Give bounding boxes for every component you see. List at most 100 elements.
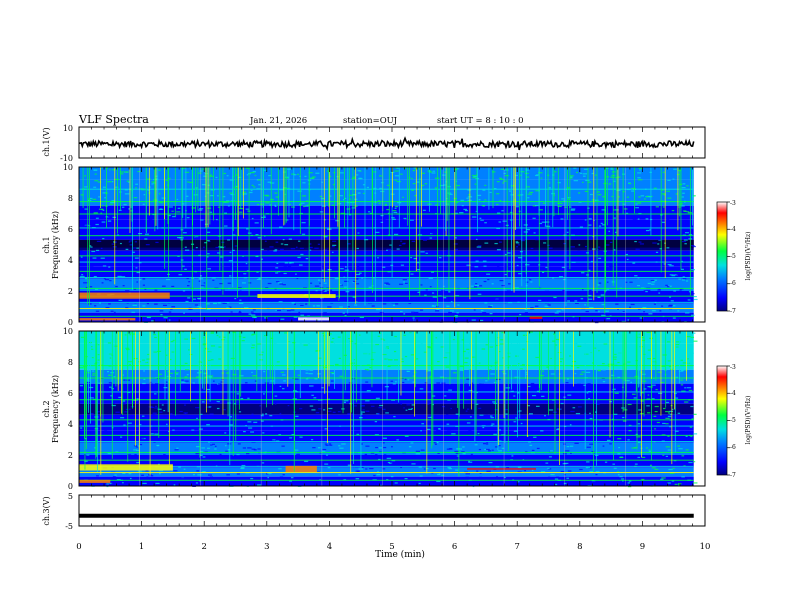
- spectrogram-speckle: [656, 421, 660, 424]
- spectrogram-speckle: [597, 296, 601, 298]
- spectrogram-speckle: [557, 182, 561, 184]
- spectrogram-speckle: [250, 477, 254, 480]
- spectrogram-burst: [96, 331, 98, 457]
- spectrogram-speckle: [596, 191, 600, 193]
- spectrogram-speckle: [183, 339, 187, 341]
- spectrogram-speckle: [577, 406, 582, 408]
- spectrogram-speckle: [92, 331, 96, 333]
- spectrogram-speckle: [414, 276, 417, 278]
- spectrogram-speckle: [169, 356, 174, 358]
- spectrogram-speckle: [298, 240, 301, 242]
- spectrogram-speckle: [129, 244, 133, 246]
- spectrogram-speckle: [299, 212, 304, 215]
- spectrogram-speckle: [375, 446, 378, 449]
- spectrogram-speckle: [546, 266, 551, 268]
- spectrogram-speckle: [647, 282, 652, 285]
- spectrogram-speckle: [328, 443, 332, 445]
- spectrogram-speckle: [415, 453, 421, 455]
- spectrogram-burst: [135, 331, 136, 446]
- spectrogram-burst: [274, 331, 276, 385]
- spectrogram-burst: [181, 167, 183, 271]
- spectrogram-speckle: [485, 344, 488, 346]
- spectrogram-speckle: [216, 477, 220, 479]
- spectrogram-speckle: [293, 316, 298, 318]
- spectrogram-speckle: [103, 339, 108, 341]
- spectrogram-speckle: [400, 393, 404, 395]
- spectrogram-speckle: [251, 184, 254, 186]
- spectrogram-speckle: [226, 474, 230, 476]
- spectrogram-speckle: [484, 237, 489, 239]
- spectrogram-speckle: [574, 372, 577, 375]
- spectrogram-speckle: [649, 386, 653, 388]
- spectrogram-speckle: [232, 402, 235, 404]
- spectrogram-speckle: [688, 234, 692, 236]
- spectrogram-speckle: [242, 336, 246, 339]
- spectrogram-speckle: [662, 171, 665, 173]
- spectrogram-speckle: [594, 235, 598, 238]
- spectrogram-speckle: [279, 226, 283, 228]
- spectrogram-speckle: [530, 382, 535, 385]
- spectrogram-speckle: [377, 200, 381, 202]
- spectrogram-speckle: [89, 265, 94, 267]
- spectrogram-speckle: [391, 462, 395, 464]
- spectrogram-speckle: [246, 423, 250, 425]
- spectrogram-speckle: [563, 481, 566, 483]
- spectrogram-speckle: [163, 360, 166, 362]
- spectrogram-speckle: [246, 276, 250, 278]
- spectrogram-speckle: [556, 476, 560, 478]
- spectrogram-speckle: [318, 417, 323, 419]
- spectrogram-speckle: [243, 314, 246, 316]
- spectrogram-speckle: [158, 169, 161, 171]
- spectrogram-speckle: [443, 285, 445, 287]
- x-tick-label: 7: [514, 542, 519, 552]
- spectrogram-speckle: [161, 332, 166, 334]
- spectrogram-speckle: [681, 390, 686, 392]
- spectrogram-speckle: [394, 359, 398, 361]
- spectrogram-speckle: [138, 262, 142, 264]
- spectrogram-speckle: [209, 375, 214, 377]
- spectrogram-speckle: [661, 477, 666, 479]
- spectrogram-speckle: [319, 282, 321, 284]
- spectrogram-speckle: [632, 294, 635, 297]
- spectrogram-speckle: [126, 180, 130, 182]
- spectrogram-speckle: [661, 305, 664, 307]
- spectrogram-speckle: [627, 482, 631, 484]
- spectrogram-burst: [350, 331, 352, 474]
- spectrogram-speckle: [530, 343, 533, 345]
- spectrogram-speckle: [654, 320, 658, 322]
- spectrogram-speckle: [357, 265, 360, 267]
- spectrogram-speckle: [498, 450, 503, 452]
- spectrogram-speckle: [264, 426, 270, 429]
- spectrogram-speckle: [625, 281, 628, 283]
- spectrogram-speckle: [558, 202, 563, 204]
- spectrogram-speckle: [394, 170, 399, 172]
- spectrogram-speckle: [283, 461, 286, 463]
- spectrogram-speckle: [329, 436, 334, 438]
- spectrogram-speckle: [545, 426, 548, 428]
- spectrogram-speckle: [147, 353, 150, 356]
- spectrogram-speckle: [339, 375, 343, 377]
- spectrogram-speckle: [184, 362, 188, 364]
- spectrogram-speckle: [240, 167, 243, 169]
- spectrogram-speckle: [360, 413, 363, 415]
- spectrogram-speckle: [570, 209, 575, 211]
- spectrogram-speckle: [528, 428, 533, 431]
- spectrogram-burst: [202, 331, 203, 389]
- spectrogram-speckle: [641, 336, 644, 339]
- spectrogram-speckle: [278, 434, 282, 436]
- spectrogram-speckle: [248, 439, 253, 441]
- spectrogram-speckle: [123, 424, 126, 426]
- spectrogram-speckle: [135, 187, 137, 189]
- spectrogram-speckle: [240, 291, 244, 293]
- spectrogram-speckle: [198, 278, 204, 280]
- spectrogram-speckle: [472, 216, 477, 218]
- spectrogram-speckle: [142, 382, 146, 385]
- spectrogram-speckle: [591, 172, 594, 175]
- ch1-spectrogram-panel: 0 2 4 6 8 10 ch.1 Frequency (kHz): [42, 163, 706, 327]
- spectrogram-speckle: [119, 171, 124, 173]
- spectrogram-speckle: [215, 176, 218, 179]
- spectrogram-burst: [232, 331, 234, 456]
- spectrogram-speckle: [471, 356, 476, 358]
- spectrogram-speckle: [589, 470, 594, 473]
- spectrogram-speckle: [293, 421, 298, 424]
